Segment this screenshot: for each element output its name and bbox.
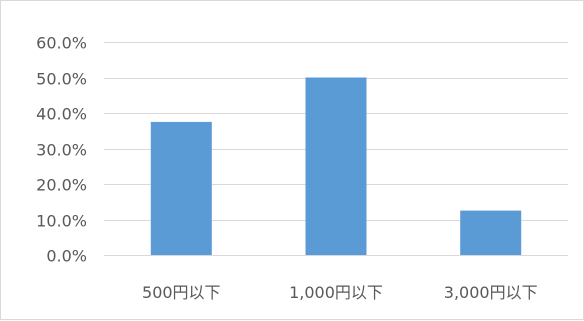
x-axis-tick-labels: 500円以下 1,000円以下 3,000円以下 [142,283,538,302]
y-tick-label: 60.0% [36,34,87,53]
bar-1 [305,77,367,255]
bar-0 [150,121,212,256]
y-tick-label: 50.0% [36,70,87,89]
y-tick-label: 10.0% [36,212,87,231]
y-tick-label: 20.0% [36,176,87,195]
y-tick-label: 0.0% [46,247,87,266]
x-tick-label: 1,000円以下 [289,283,383,302]
y-tick-label: 30.0% [36,141,87,160]
x-tick-label: 3,000円以下 [444,283,538,302]
y-axis-tick-labels: 0.0% 10.0% 20.0% 30.0% 40.0% 50.0% 60.0% [36,34,87,266]
bars [150,77,522,256]
y-tick-label: 40.0% [36,105,87,124]
bar-2 [460,210,522,255]
x-tick-label: 500円以下 [142,283,221,302]
